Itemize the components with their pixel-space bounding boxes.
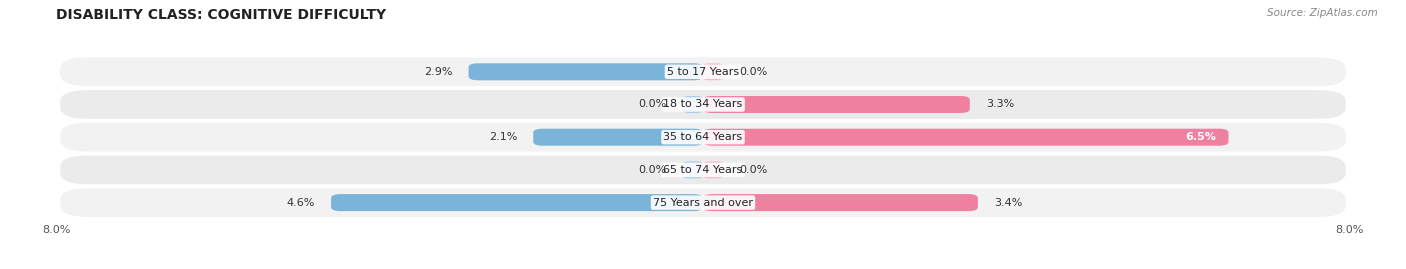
Text: 6.5%: 6.5% [1185,132,1216,142]
FancyBboxPatch shape [703,96,970,113]
FancyBboxPatch shape [683,96,703,113]
FancyBboxPatch shape [533,129,703,146]
Text: 18 to 34 Years: 18 to 34 Years [664,100,742,109]
FancyBboxPatch shape [703,63,723,80]
FancyBboxPatch shape [468,63,703,80]
Text: 2.9%: 2.9% [423,67,453,77]
Text: 3.3%: 3.3% [986,100,1014,109]
FancyBboxPatch shape [60,57,1346,86]
Text: 4.6%: 4.6% [287,198,315,208]
Text: 0.0%: 0.0% [638,100,666,109]
Text: 3.4%: 3.4% [994,198,1022,208]
FancyBboxPatch shape [332,194,703,211]
FancyBboxPatch shape [703,161,723,178]
FancyBboxPatch shape [60,123,1346,151]
Text: Source: ZipAtlas.com: Source: ZipAtlas.com [1267,8,1378,18]
Text: 0.0%: 0.0% [740,67,768,77]
FancyBboxPatch shape [683,161,703,178]
FancyBboxPatch shape [60,90,1346,119]
FancyBboxPatch shape [703,194,979,211]
Text: 5 to 17 Years: 5 to 17 Years [666,67,740,77]
Text: 35 to 64 Years: 35 to 64 Years [664,132,742,142]
FancyBboxPatch shape [60,155,1346,184]
Text: 75 Years and over: 75 Years and over [652,198,754,208]
Text: 0.0%: 0.0% [740,165,768,175]
Text: 65 to 74 Years: 65 to 74 Years [664,165,742,175]
Text: 0.0%: 0.0% [638,165,666,175]
FancyBboxPatch shape [60,188,1346,217]
Text: 2.1%: 2.1% [489,132,517,142]
FancyBboxPatch shape [703,129,1229,146]
Text: DISABILITY CLASS: COGNITIVE DIFFICULTY: DISABILITY CLASS: COGNITIVE DIFFICULTY [56,8,387,22]
